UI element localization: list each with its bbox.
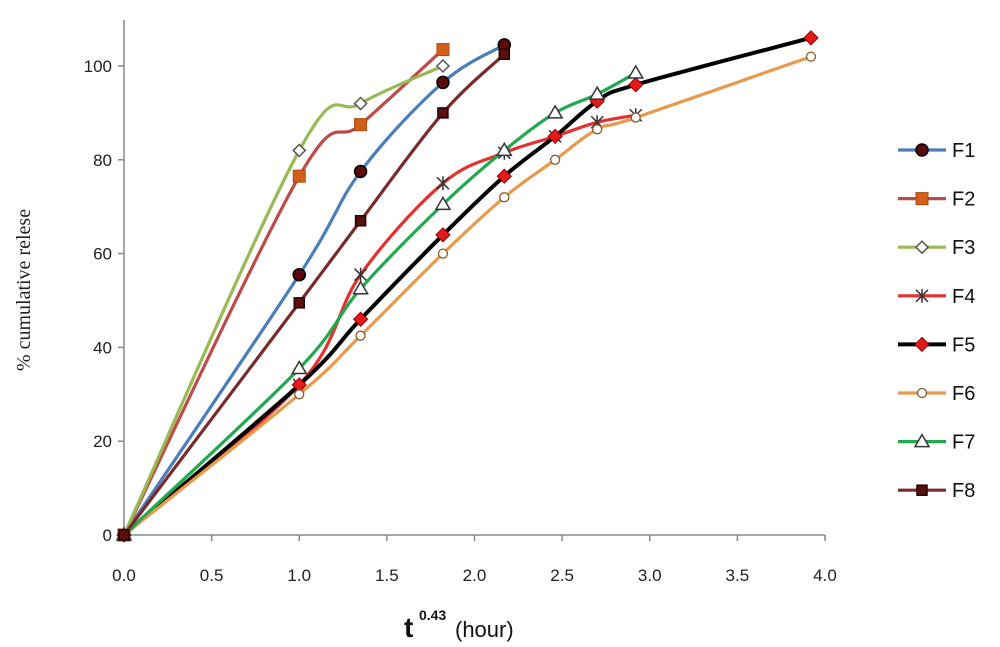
legend-item-f4: F4 (898, 286, 975, 308)
x-axis-label-exponent: 0.43 (419, 607, 446, 623)
data-point-f6-6 (592, 124, 603, 135)
data-point-f7-6 (588, 85, 606, 100)
legend-item-f6: F6 (898, 383, 975, 405)
data-point-f6-5 (549, 154, 561, 165)
data-point-f6-8 (805, 51, 817, 62)
data-point-f6-2 (355, 330, 366, 341)
data-point-f1-3 (436, 75, 450, 90)
data-point-f6-4 (499, 192, 510, 203)
data-point-f5-3 (435, 227, 451, 243)
data-point-f1-1 (292, 267, 306, 282)
legend-item-f2: F2 (898, 189, 975, 211)
data-point-f1-2 (353, 164, 368, 179)
data-point-f5-4 (496, 168, 512, 184)
data-point-f3-1 (292, 143, 307, 158)
series-f1 (117, 38, 512, 542)
x-tick-label: 1.0 (287, 566, 311, 585)
data-point-f7-5 (546, 104, 564, 119)
y-axis-label: % cumulative relese (13, 209, 35, 371)
data-point-f6-3 (437, 248, 449, 259)
data-point-f8-2 (354, 215, 367, 227)
legend-label-f2: F2 (952, 189, 975, 211)
legend: F1 F2 F3 F4 F5 F6 F7 F8 (898, 140, 975, 502)
data-point-f4-2 (354, 267, 368, 282)
legend-marker-f2 (915, 192, 929, 206)
legend-item-f1: F1 (898, 140, 975, 162)
data-point-f7-7 (627, 64, 645, 79)
data-point-f7-2 (352, 280, 369, 295)
series-layer (115, 30, 819, 543)
legend-marker-f7 (913, 433, 931, 448)
series-f8 (118, 48, 511, 541)
series-line-f5 (122, 35, 813, 537)
legend-marker-f8 (916, 484, 928, 496)
y-tick-label: 0 (103, 526, 112, 545)
data-point-f5-7 (628, 77, 644, 93)
x-tick-label: 3.5 (726, 566, 750, 585)
data-point-f3-2 (353, 96, 368, 111)
y-tick-label: 40 (93, 338, 112, 357)
series-line-f2 (122, 47, 445, 537)
series-line-f8 (122, 52, 506, 537)
x-tick-label: 2.5 (550, 566, 574, 585)
legend-label-f8: F8 (952, 480, 975, 502)
axes: 0 20 40 60 80 100 0.0 0.5 1.0 1.5 2.0 2.5 3.0 3.5 4.0 (84, 20, 837, 585)
data-point-f8-3 (437, 107, 449, 119)
data-point-f2-3 (436, 43, 450, 57)
series-line-f7 (122, 71, 638, 537)
legend-label-f3: F3 (952, 237, 975, 259)
x-tick-label: 0.0 (112, 566, 136, 585)
legend-item-f8: F8 (898, 480, 975, 502)
series-f5 (116, 30, 819, 543)
data-point-f6-1 (294, 389, 305, 400)
series-f2 (117, 43, 450, 542)
legend-label-f7: F7 (952, 432, 975, 454)
x-tick-label: 2.0 (463, 566, 487, 585)
x-axis-label-unit: (hour) (455, 617, 514, 642)
legend-marker-f4 (915, 288, 929, 303)
x-tick-label: 0.5 (200, 566, 224, 585)
legend-item-f5: F5 (898, 334, 975, 356)
data-point-f7-4 (495, 141, 513, 157)
legend-item-f7: F7 (898, 432, 975, 454)
data-point-f4-3 (436, 176, 450, 191)
legend-label-f1: F1 (952, 140, 975, 162)
data-point-f7-1 (290, 360, 308, 375)
legend-marker-f3 (914, 240, 930, 255)
series-f7 (115, 64, 645, 541)
legend-label-f6: F6 (952, 383, 975, 405)
data-point-f2-1 (292, 169, 306, 183)
legend-label-f4: F4 (952, 286, 975, 308)
legend-marker-f1 (915, 143, 929, 157)
data-point-f8-1 (293, 297, 305, 309)
data-point-f5-5 (547, 128, 563, 145)
series-line-f6 (122, 55, 813, 537)
y-tick-label: 100 (84, 57, 112, 76)
data-point-f5-8 (803, 30, 819, 46)
data-point-f2-2 (354, 118, 368, 132)
x-axis-label-main: t (404, 612, 413, 643)
series-f6 (118, 51, 817, 541)
y-tick-label: 80 (93, 151, 112, 170)
x-tick-label: 3.0 (638, 566, 662, 585)
data-point-f6-7 (630, 112, 641, 123)
legend-marker-f5 (914, 336, 930, 353)
legend-item-f3: F3 (898, 237, 975, 259)
x-tick-label: 4.0 (813, 566, 837, 585)
y-tick-label: 20 (93, 432, 112, 451)
data-point-f8-4 (498, 48, 511, 61)
legend-marker-f6 (916, 387, 928, 399)
data-point-f3-3 (435, 58, 451, 74)
data-point-f5-2 (352, 311, 369, 327)
x-axis-label: t 0.43 (hour) (404, 607, 514, 643)
data-point-f7-3 (434, 195, 452, 211)
series-line-f3 (122, 64, 445, 537)
x-tick-label: 1.5 (375, 566, 399, 585)
legend-label-f5: F5 (952, 334, 975, 356)
y-tick-label: 60 (93, 245, 112, 264)
data-point-f8-0 (118, 529, 130, 541)
